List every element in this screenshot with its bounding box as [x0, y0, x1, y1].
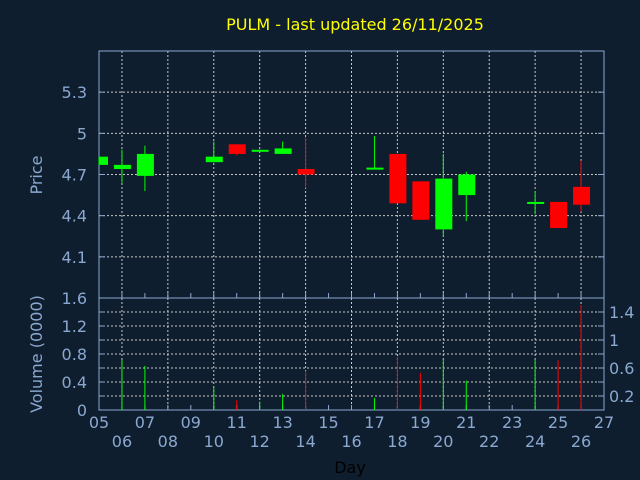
day-tick-label: 13: [272, 413, 292, 432]
candle-body: [251, 149, 269, 152]
day-tick-label: 15: [318, 413, 338, 432]
day-tick-label: 27: [594, 413, 614, 432]
volume-tick-label: 1: [609, 331, 619, 350]
day-axis-label: Day: [334, 458, 366, 477]
volume-tick-label: 0.6: [609, 359, 634, 378]
day-tick-label: 07: [135, 413, 155, 432]
candle-body: [389, 153, 407, 204]
candle-body: [99, 156, 108, 165]
price-tick-label: 5: [77, 124, 87, 143]
price-axis-label: Price: [27, 155, 46, 194]
day-tick-label: 14: [295, 432, 315, 451]
candle-body: [573, 186, 591, 205]
candle-body: [205, 156, 223, 163]
candle-body: [458, 174, 476, 196]
candle-body: [527, 201, 545, 204]
volume-tick-label: 0.2: [609, 387, 634, 406]
day-tick-label: 21: [456, 413, 476, 432]
volume-tick-label: 1.2: [62, 317, 87, 336]
candle-body: [366, 167, 384, 170]
day-tick-label: 16: [341, 432, 361, 451]
day-tick-label: 05: [89, 413, 109, 432]
day-tick-label: 09: [181, 413, 201, 432]
day-tick-label: 26: [571, 432, 591, 451]
chart-title: PULM - last updated 26/11/2025: [226, 15, 484, 34]
day-tick-label: 12: [250, 432, 270, 451]
candle-body: [550, 201, 568, 229]
day-tick-label: 24: [525, 432, 545, 451]
volume-tick-label: 0.8: [62, 345, 87, 364]
day-tick-label: 11: [227, 413, 247, 432]
day-tick-label: 19: [410, 413, 430, 432]
candle-body: [435, 178, 453, 230]
volume-tick-label: 0.4: [62, 373, 87, 392]
candle-body: [297, 169, 315, 175]
volume-axis-label: Volume (0000): [27, 295, 46, 413]
price-tick-label: 4.1: [62, 248, 87, 267]
day-tick-label: 10: [204, 432, 224, 451]
volume-tick-label: 1.6: [62, 289, 87, 308]
candle-body: [228, 144, 246, 154]
price-tick-label: 4.4: [62, 207, 87, 226]
day-tick-label: 18: [387, 432, 407, 451]
day-tick-label: 06: [112, 432, 132, 451]
day-tick-label: 23: [502, 413, 522, 432]
candle-body: [274, 148, 292, 154]
candle-body: [412, 181, 430, 220]
candle-body: [113, 164, 131, 170]
price-tick-label: 5.3: [62, 83, 87, 102]
volume-tick-label: 1.4: [609, 303, 634, 322]
price-tick-label: 4.7: [62, 166, 87, 185]
day-tick-label: 08: [158, 432, 178, 451]
day-tick-label: 20: [433, 432, 453, 451]
candle-body: [136, 153, 154, 176]
day-tick-label: 25: [548, 413, 568, 432]
day-tick-label: 22: [479, 432, 499, 451]
volume-tick-label: 0: [77, 401, 87, 420]
day-tick-label: 17: [364, 413, 384, 432]
